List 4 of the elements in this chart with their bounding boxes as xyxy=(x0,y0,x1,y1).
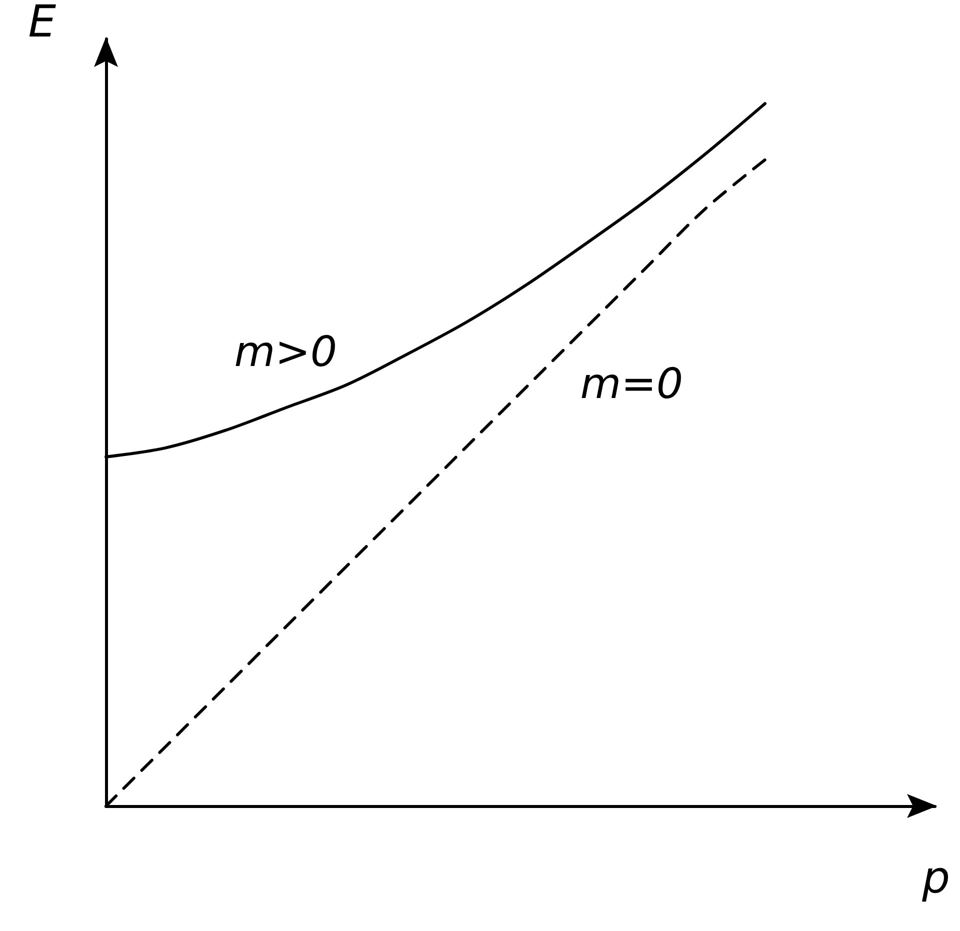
series-label: m=0 xyxy=(580,358,684,408)
x-axis-title: p xyxy=(921,852,950,904)
y-axis-title: E xyxy=(28,0,56,48)
series-label: m>0 xyxy=(234,326,338,376)
